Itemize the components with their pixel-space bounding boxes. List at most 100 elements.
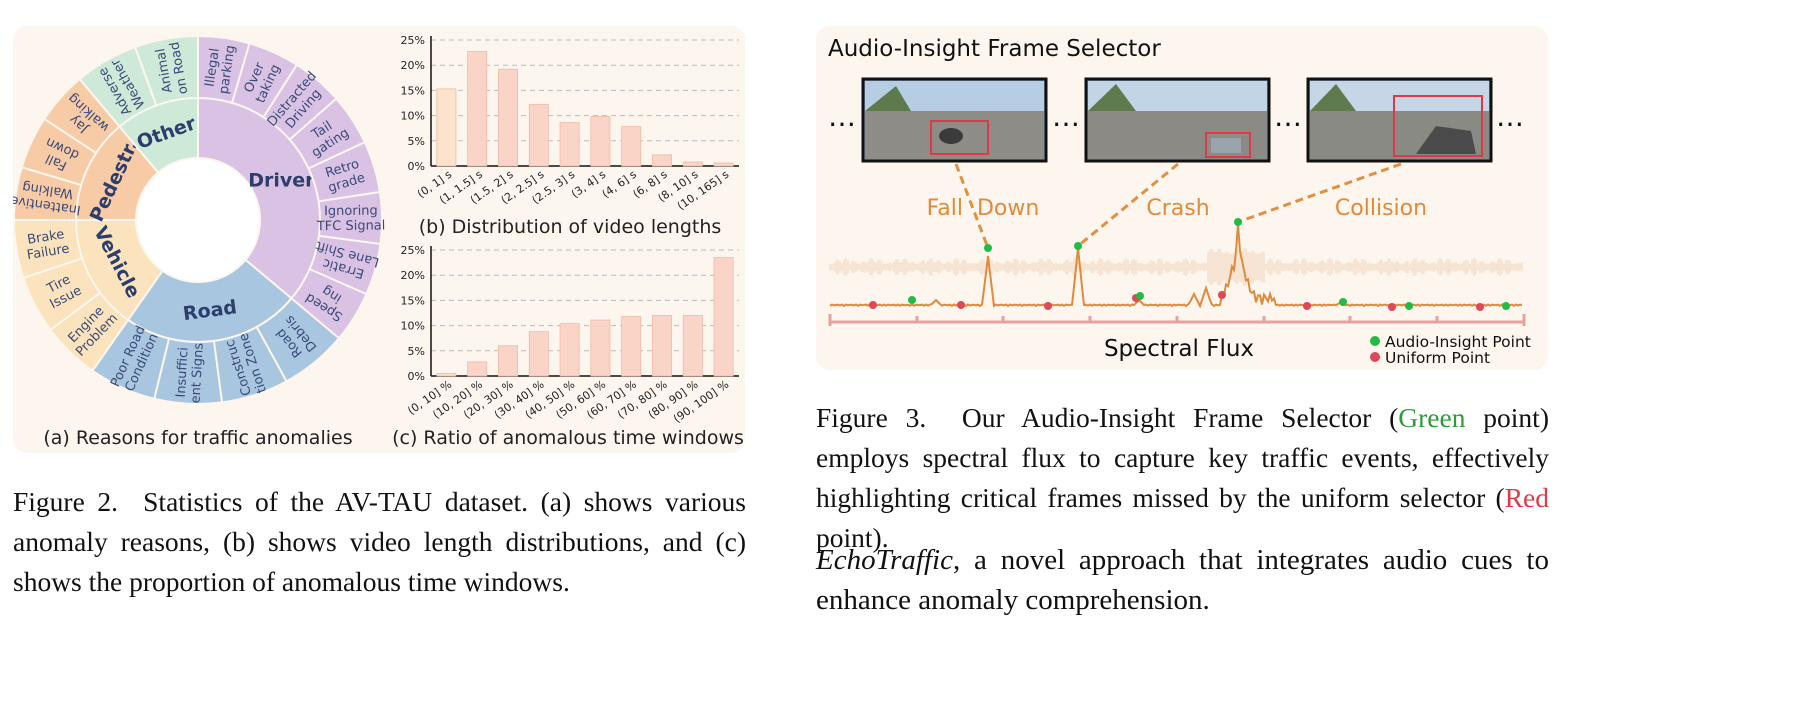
audio-insight-point-2 bbox=[1234, 218, 1242, 226]
figure-3-canvas: Audio-Insight Frame Selector … … … … bbox=[828, 36, 1531, 367]
video-frame-3 bbox=[1306, 77, 1493, 163]
chart-b-y-tick-1: 5% bbox=[408, 135, 425, 148]
uniform-point-6 bbox=[1388, 303, 1396, 311]
audio-insight-point-1 bbox=[1074, 242, 1082, 250]
sunburst-segment-label-brake-failure: BrakeFailure bbox=[24, 227, 71, 263]
figure-3-caption-mid: point) employs spectral flux to capture … bbox=[816, 402, 1549, 513]
chart-b-bar-4 bbox=[559, 122, 580, 167]
event-label-collision: Collision bbox=[1335, 196, 1427, 221]
figure-2-label: Figure 2. bbox=[13, 486, 118, 517]
chart-c-bar-6 bbox=[621, 316, 642, 377]
video-frame-2 bbox=[1084, 77, 1271, 163]
audio-insight-point-3 bbox=[908, 296, 916, 304]
sunburst-group-label-driver: Driver bbox=[248, 170, 315, 192]
chart-b-caption: (b) Distribution of video lengths bbox=[419, 216, 722, 238]
chart-b-bar-2 bbox=[498, 68, 518, 167]
audio-waveform bbox=[829, 248, 1523, 286]
sunburst-segment-label-animal-on-road: Animalon Road bbox=[153, 41, 192, 98]
audio-insight-point-4 bbox=[1136, 292, 1144, 300]
chart-c-bar-9 bbox=[713, 257, 734, 377]
event-label-crash: Crash bbox=[1146, 196, 1209, 221]
chart-b-x-tick-6: (4, 6] s bbox=[600, 168, 639, 201]
chart-c-y-tick-2: 10% bbox=[401, 320, 425, 333]
axis-label-spectral-flux: Spectral Flux bbox=[1104, 336, 1254, 362]
figure-3-label: Figure 3. bbox=[816, 402, 927, 433]
chart-b-bar-0 bbox=[436, 88, 457, 167]
chart-b-y-tick-0: 0% bbox=[408, 160, 425, 173]
uniform-point-4 bbox=[1218, 291, 1226, 299]
selection-points bbox=[869, 218, 1510, 311]
audio-insight-point-6 bbox=[1405, 302, 1413, 310]
chart-b-y-tick-4: 20% bbox=[401, 59, 425, 72]
body-italic-term: EchoTraffic bbox=[816, 544, 953, 576]
chart-b-bar-5 bbox=[590, 116, 611, 167]
uniform-point-7 bbox=[1476, 303, 1484, 311]
chart-c-bar-7 bbox=[652, 315, 672, 377]
legend-marker-uniform bbox=[1370, 352, 1380, 362]
connector-fall-down bbox=[954, 163, 990, 249]
figure-2-caption-text: Statistics of the AV-TAU dataset. (a) sh… bbox=[13, 486, 746, 597]
chart-c-y-tick-0: 0% bbox=[408, 370, 425, 383]
figure-3-caption-green: Green bbox=[1398, 402, 1466, 433]
sunburst-segment-animal-on-road bbox=[133, 34, 199, 107]
chart-c-bar-1 bbox=[467, 361, 488, 377]
body-paragraph: EchoTraffic, a novel approach that integ… bbox=[816, 540, 1549, 620]
figure-3-caption: Figure 3. Our Audio-Insight Frame Select… bbox=[816, 398, 1549, 558]
uniform-point-0 bbox=[869, 301, 877, 309]
chart-c-y-tick-4: 20% bbox=[401, 269, 425, 282]
connector-collision bbox=[1237, 162, 1402, 224]
chart-b-bar-1 bbox=[467, 51, 488, 167]
chart-c-caption: (c) Ratio of anomalous time windows bbox=[392, 427, 744, 449]
legend-label-uniform: Uniform Point bbox=[1385, 349, 1490, 367]
ellipsis-1: … bbox=[828, 100, 856, 133]
chart-b-y-tick-5: 25% bbox=[401, 34, 425, 47]
chart-b-y-tick-2: 10% bbox=[401, 110, 425, 123]
uniform-point-5 bbox=[1303, 302, 1311, 310]
chart-c-bar-3 bbox=[528, 331, 549, 377]
uniform-point-2 bbox=[1044, 302, 1052, 310]
chart-c-y-tick-3: 15% bbox=[401, 294, 425, 307]
legend: Audio-Insight Point Uniform Point bbox=[1370, 333, 1531, 367]
chart-c-bar-5 bbox=[590, 319, 611, 377]
timeline-axis bbox=[828, 314, 1526, 326]
sunburst-segment-label-construc-tion-zone: Construction Zone bbox=[222, 331, 270, 399]
figure-2-caption: Figure 2. Statistics of the AV-TAU datas… bbox=[13, 482, 746, 602]
chart-b-bar-9 bbox=[713, 162, 734, 167]
audio-insight-point-7 bbox=[1502, 302, 1510, 310]
figure-3-title: Audio-Insight Frame Selector bbox=[828, 36, 1161, 62]
connector-crash bbox=[1077, 162, 1179, 248]
ellipsis-3: … bbox=[1274, 100, 1302, 133]
sunburst-caption: (a) Reasons for traffic anomalies bbox=[43, 427, 352, 449]
uniform-point-1 bbox=[957, 301, 965, 309]
sunburst-segment-label-illegal-parking: Illegalparking bbox=[202, 42, 239, 95]
chart-b-bar-7 bbox=[652, 154, 672, 167]
chart-c-bar-0 bbox=[436, 373, 457, 377]
figure-2-panel: Driver Illegalparking Overtaking Distracted… bbox=[9, 26, 745, 453]
legend-label-audio-insight: Audio-Insight Point bbox=[1385, 333, 1531, 351]
figure-3-caption-red: Red bbox=[1504, 482, 1549, 513]
sunburst-segment-label-insuffici-ent-signs: Insufficient Signs bbox=[174, 342, 207, 404]
body-text: , a novel approach that integrates audio… bbox=[816, 544, 1549, 616]
chart-b-bar-6 bbox=[621, 126, 642, 167]
chart-b-bar-3 bbox=[528, 104, 549, 167]
video-frame-1 bbox=[861, 77, 1048, 163]
event-label-fall-down: Fall Down bbox=[927, 196, 1040, 221]
chart-b-y-tick-3: 15% bbox=[401, 84, 425, 97]
sunburst-center bbox=[137, 159, 259, 281]
figure-3-caption-pre: Our Audio-Insight Frame Selector ( bbox=[961, 402, 1399, 433]
legend-marker-audio-insight bbox=[1370, 336, 1380, 346]
sunburst-segment-label-ignoring-tfc-signal: IgnoringTFC Signal bbox=[316, 203, 386, 234]
ellipsis-2: … bbox=[1052, 100, 1080, 133]
anomalous-window-bar-chart: 0%5%10%15%20%25%(0, 10] %(10, 20] %(20, … bbox=[401, 244, 739, 425]
audio-insight-point-0 bbox=[984, 244, 992, 252]
chart-c-y-tick-5: 25% bbox=[401, 244, 425, 257]
ellipsis-4: … bbox=[1496, 100, 1524, 133]
figure-3-caption-post: point). bbox=[816, 522, 889, 553]
chart-b-bar-8 bbox=[682, 161, 703, 167]
figure-3-panel: Audio-Insight Frame Selector … … … … bbox=[816, 26, 1548, 370]
chart-c-bar-8 bbox=[682, 315, 703, 377]
audio-insight-point-5 bbox=[1339, 298, 1347, 306]
chart-c-y-tick-1: 5% bbox=[408, 345, 425, 358]
